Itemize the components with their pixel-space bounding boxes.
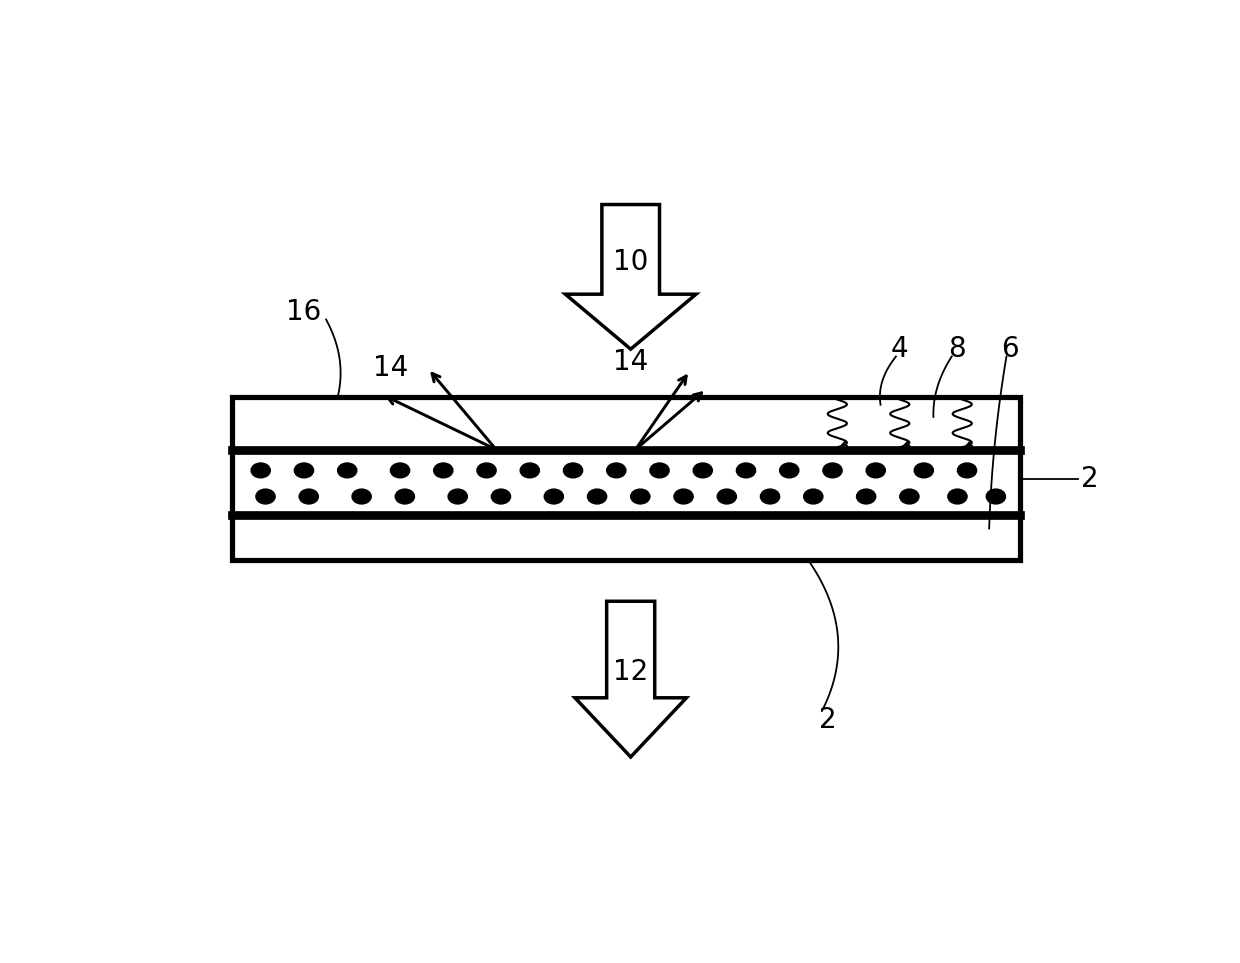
Polygon shape xyxy=(575,601,687,757)
Circle shape xyxy=(857,489,875,504)
Circle shape xyxy=(337,463,357,478)
Text: 14: 14 xyxy=(613,348,649,376)
Circle shape xyxy=(693,463,712,478)
Text: 2: 2 xyxy=(1081,465,1099,493)
Circle shape xyxy=(737,463,755,478)
Text: 8: 8 xyxy=(949,335,966,363)
Circle shape xyxy=(947,489,967,504)
Circle shape xyxy=(294,463,314,478)
Circle shape xyxy=(866,463,885,478)
Circle shape xyxy=(675,489,693,504)
Circle shape xyxy=(717,489,737,504)
Circle shape xyxy=(520,463,539,478)
Circle shape xyxy=(352,489,371,504)
Circle shape xyxy=(650,463,670,478)
Circle shape xyxy=(491,489,511,504)
Circle shape xyxy=(823,463,842,478)
Text: 6: 6 xyxy=(1002,335,1019,363)
Circle shape xyxy=(448,489,467,504)
Circle shape xyxy=(396,489,414,504)
Text: 14: 14 xyxy=(373,353,408,381)
Bar xyxy=(232,398,1019,560)
Circle shape xyxy=(631,489,650,504)
Circle shape xyxy=(606,463,626,478)
Circle shape xyxy=(760,489,780,504)
Circle shape xyxy=(250,463,270,478)
Text: 16: 16 xyxy=(286,299,321,326)
Text: 2: 2 xyxy=(818,706,837,734)
Circle shape xyxy=(434,463,453,478)
Circle shape xyxy=(986,489,1006,504)
Circle shape xyxy=(563,463,583,478)
Circle shape xyxy=(477,463,496,478)
Circle shape xyxy=(391,463,409,478)
Circle shape xyxy=(299,489,319,504)
Circle shape xyxy=(900,489,919,504)
Polygon shape xyxy=(565,204,696,350)
Circle shape xyxy=(544,489,563,504)
Circle shape xyxy=(780,463,799,478)
Circle shape xyxy=(804,489,823,504)
Text: 12: 12 xyxy=(613,658,649,686)
Circle shape xyxy=(255,489,275,504)
Circle shape xyxy=(957,463,977,478)
Text: 10: 10 xyxy=(613,248,649,276)
Text: 4: 4 xyxy=(892,335,909,363)
Circle shape xyxy=(914,463,934,478)
Circle shape xyxy=(588,489,606,504)
